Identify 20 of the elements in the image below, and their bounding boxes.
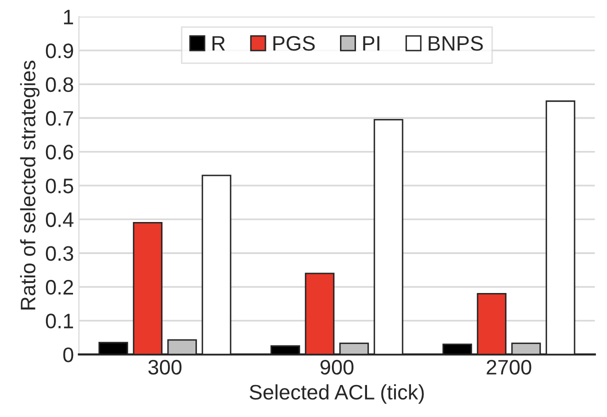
y-tick-label: 0.9: [46, 43, 74, 58]
legend-label: PI: [363, 36, 380, 51]
y-tick-label: 0.3: [46, 246, 74, 261]
y-tick-label: 1: [64, 10, 74, 24]
y-tick-label: 0: [63, 347, 74, 362]
x-tick-label: 900: [320, 360, 354, 375]
y-axis-title: Ratio of selected strategies: [20, 60, 40, 310]
y-tick-label: 0.4: [46, 212, 74, 228]
y-tick-label: 0.5: [46, 178, 74, 194]
x-tick-label: 2700: [486, 360, 532, 375]
y-tick-label: 0.1: [46, 314, 74, 328]
y-tick-label: 0.7: [46, 111, 74, 126]
y-tick-label: 0.6: [46, 144, 74, 160]
y-tick-label: 0.8: [46, 77, 74, 92]
legend-label: R: [212, 36, 225, 51]
legend-label: PGS: [273, 36, 315, 51]
legend-label: BNPS: [428, 36, 483, 51]
x-tick-label: 300: [148, 360, 182, 375]
x-axis-title: Selected ACL (tick): [250, 384, 424, 404]
y-tick-label: 0.2: [46, 280, 74, 295]
